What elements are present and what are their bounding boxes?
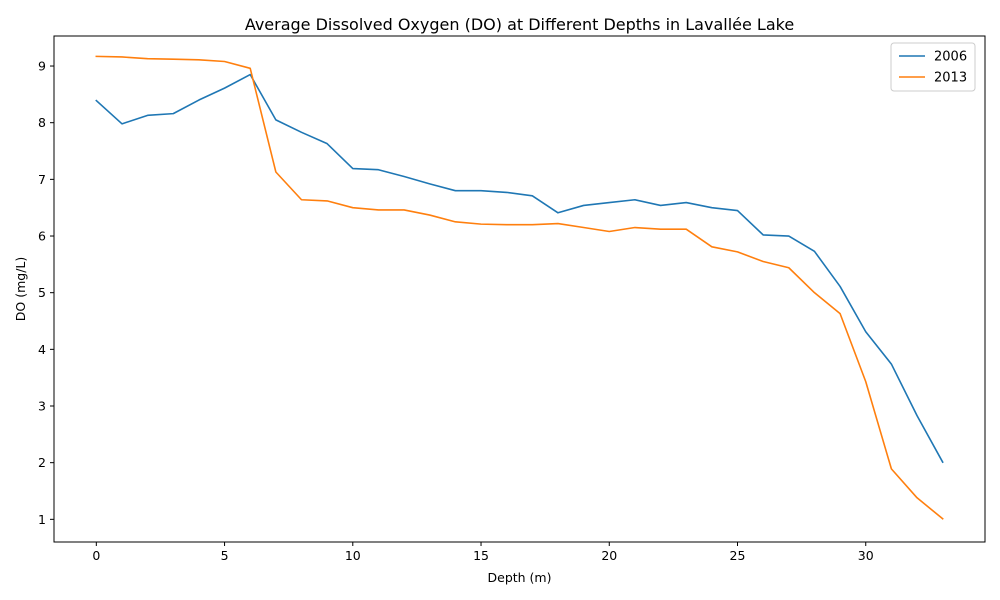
y-axis-label: DO (mg/L): [13, 257, 28, 321]
y-tick-label: 8: [38, 115, 46, 130]
y-tick-label: 9: [38, 59, 46, 74]
chart-title: Average Dissolved Oxygen (DO) at Differe…: [245, 15, 794, 34]
x-tick-label: 0: [92, 548, 100, 563]
legend-label-2006: 2006: [934, 50, 967, 65]
y-tick-label: 4: [38, 342, 46, 357]
x-tick-label: 25: [730, 548, 746, 563]
y-tick-label: 7: [38, 172, 46, 187]
y-tick-label: 2: [38, 455, 46, 470]
y-tick-label: 6: [38, 229, 46, 244]
y-tick-label: 1: [38, 512, 46, 527]
plot-frame: [53, 35, 986, 543]
plot-area: [95, 55, 944, 520]
x-tick-label: 5: [221, 548, 229, 563]
series-line-2006: [95, 73, 944, 464]
x-tick-label: 10: [345, 548, 361, 563]
y-tick-label: 3: [38, 399, 46, 414]
x-tick-label: 30: [858, 548, 874, 563]
x-tick-label: 20: [601, 548, 617, 563]
legend-box: [890, 42, 976, 92]
legend: 2006 2013: [890, 42, 976, 92]
x-tick-label: 15: [473, 548, 489, 563]
legend-label-2013: 2013: [934, 71, 967, 86]
x-axis: 0 5 10 15 20 25 30: [92, 542, 874, 563]
y-axis: 1 2 3 4 5 6 7 8 9: [38, 59, 54, 527]
x-axis-label: Depth (m): [488, 570, 552, 585]
series-line-2013: [95, 55, 944, 520]
y-tick-label: 5: [38, 285, 46, 300]
